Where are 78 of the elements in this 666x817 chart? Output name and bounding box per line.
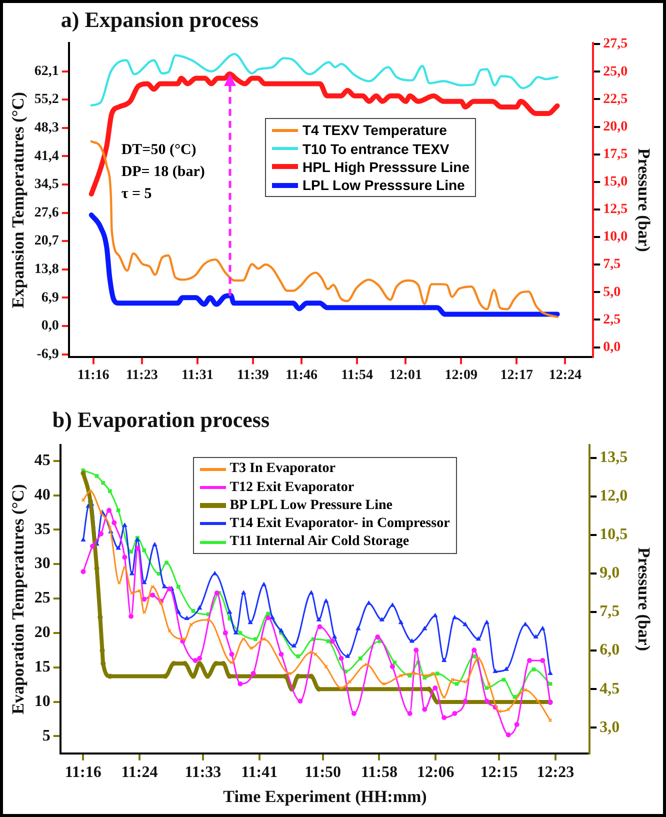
- x-tick-label: 11:23: [126, 368, 158, 384]
- y2-tick-label: 2,5: [603, 312, 621, 328]
- y2-tick-label: 4,5: [600, 680, 620, 698]
- y-axis-title: Expansion Temperatures (°C): [8, 92, 28, 308]
- x-tick-label: 11:54: [341, 368, 373, 384]
- x-tick-label: 11:16: [77, 368, 110, 384]
- y-tick-label: 35: [34, 520, 50, 538]
- legend-label: HPL High Presssure Line: [302, 158, 470, 176]
- y2-tick-label: 12,5: [603, 202, 628, 218]
- annotation: DP= 18 (bar): [121, 163, 205, 182]
- x-tick-label: 12:23: [536, 764, 574, 782]
- x-tick-label: 11:39: [236, 368, 269, 384]
- x-axis-title: Time Experiment (HH:mm): [223, 787, 427, 806]
- x-tick-label: 11:50: [304, 764, 342, 782]
- x-tick-label: 12:15: [480, 764, 518, 782]
- legend-label: T11 Internal Air Cold Storage: [230, 533, 410, 552]
- y-tick-label: 48,3: [34, 120, 59, 136]
- y-tick-label: 13,8: [34, 262, 59, 278]
- annotation: DT=50 (°C): [121, 141, 198, 160]
- chart-title: b) Evaporation process: [52, 407, 270, 433]
- y2-tick-label: 7,5: [600, 603, 620, 620]
- x-tick-label: 11:24: [121, 764, 158, 782]
- legend-label: LPL Low Presssure Line: [302, 176, 465, 194]
- x-tick-label: 12:17: [500, 368, 533, 384]
- y-tick-label: 62,1: [34, 64, 59, 79]
- y2-tick-label: 17,5: [603, 146, 628, 162]
- legend-label: T14 Exit Evaporator- in Compressor: [230, 514, 450, 533]
- x-tick-label: 12:09: [444, 368, 478, 384]
- x-tick-label: 11:31: [181, 368, 214, 384]
- y2-tick-label: 7,5: [603, 257, 621, 272]
- x-tick-label: 11:33: [184, 764, 222, 782]
- y2-tick-label: 22,5: [603, 92, 628, 107]
- y2-tick-label: 6,0: [600, 642, 620, 659]
- y2-tick-label: 25,0: [603, 64, 628, 80]
- y-tick-label: -6,9: [36, 346, 59, 362]
- y2-tick-label: 15,0: [603, 174, 628, 190]
- y-tick-label: 45: [34, 452, 50, 469]
- y2-tick-label: 9,0: [600, 564, 620, 582]
- y-tick-label: 25: [34, 590, 50, 607]
- y2-tick-label: 20,0: [603, 119, 628, 134]
- y-tick-label: 41,4: [34, 148, 59, 164]
- y-tick-label: 27,6: [34, 205, 59, 220]
- legend-label: T3 In Evaporator: [230, 460, 336, 478]
- y-tick-label: 34,5: [34, 177, 59, 192]
- y-tick-label: 20: [34, 624, 50, 642]
- y-tick-label: 0,0: [41, 318, 59, 334]
- y-tick-label: 30: [34, 555, 50, 572]
- y2-tick-label: 3,0: [600, 718, 620, 736]
- y2-tick-label: 0,0: [603, 340, 621, 355]
- y-tick-label: 5: [42, 727, 50, 744]
- y2-tick-label: 5,0: [603, 284, 621, 300]
- y-tick-label: 10: [34, 692, 50, 710]
- y-tick-label: 55,2: [34, 92, 59, 108]
- x-tick-label: 11:16: [64, 764, 102, 782]
- x-tick-label: 11:58: [361, 764, 398, 782]
- legend-label: BP LPL Low Pressure Line: [230, 496, 393, 515]
- y-axis-title: Evaporation Temperatures (°C): [8, 484, 28, 714]
- annotation: τ = 5: [121, 184, 153, 204]
- x-tick-label: 12:24: [548, 368, 582, 384]
- y2-axis-title: Pressure (bar): [634, 148, 654, 252]
- legend-label: T12 Exit Evaporator: [230, 478, 354, 497]
- y-tick-label: 40: [34, 486, 50, 504]
- x-tick-label: 12:06: [416, 764, 454, 782]
- chart-title: a) Expansion process: [60, 7, 259, 33]
- x-tick-label: 11:41: [241, 764, 278, 782]
- y-tick-label: 20,7: [34, 234, 59, 249]
- y-tick-label: 6,9: [41, 290, 59, 306]
- y-tick-label: 15: [34, 658, 50, 676]
- y2-tick-label: 10,5: [600, 526, 628, 544]
- y2-tick-label: 12,0: [600, 488, 628, 505]
- y2-axis-title: Pressure (bar): [634, 547, 654, 652]
- legend-label: T10 To entrance TEXV: [302, 140, 450, 158]
- y2-tick-label: 10,0: [603, 230, 628, 245]
- y2-tick-label: 13,5: [600, 448, 628, 466]
- legend-label: T4 TEXV Temperature: [302, 121, 447, 140]
- x-tick-label: 11:46: [286, 368, 318, 384]
- x-tick-label: 12:01: [389, 368, 422, 384]
- y2-tick-label: 27,5: [603, 36, 628, 52]
